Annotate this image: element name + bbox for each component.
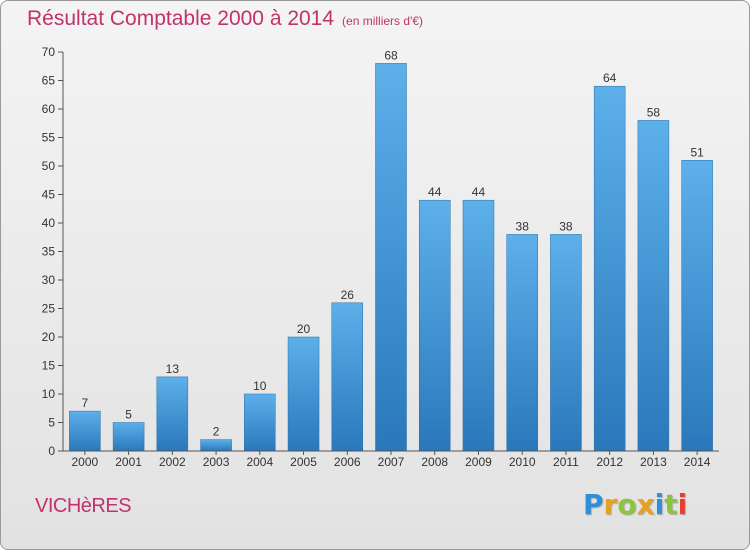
- y-tick-label: 25: [42, 302, 56, 316]
- bar-2001: [112, 422, 145, 452]
- bar-2000: [69, 410, 101, 452]
- bar-2013: [637, 120, 670, 452]
- value-label-2008: 44: [428, 185, 442, 199]
- bar-2012: [593, 85, 626, 452]
- logo-letter: r: [603, 488, 618, 521]
- value-label-2009: 44: [472, 185, 486, 199]
- y-tick-label: 50: [42, 159, 56, 173]
- x-tick-label-2002: 2002: [159, 455, 186, 469]
- y-tick-label: 20: [42, 330, 56, 344]
- y-tick-label: 0: [48, 444, 55, 458]
- value-label-2001: 5: [125, 408, 132, 422]
- x-tick-label-2010: 2010: [509, 455, 536, 469]
- bar-2010: [506, 234, 538, 452]
- value-label-2012: 64: [603, 71, 617, 85]
- value-label-2000: 7: [82, 396, 89, 410]
- value-label-2006: 26: [341, 288, 355, 302]
- x-tick-label-2011: 2011: [553, 455, 579, 469]
- commune-name: VICHèRES: [35, 495, 132, 517]
- bar-2003: [200, 439, 232, 452]
- y-tick-label: 45: [42, 188, 56, 202]
- logo-letter: P: [583, 488, 604, 521]
- bar-2014: [681, 160, 713, 452]
- logo-letter: i: [677, 488, 688, 521]
- x-tick-label-2012: 2012: [596, 455, 623, 469]
- bar-2005: [287, 336, 320, 452]
- value-label-2005: 20: [297, 322, 311, 336]
- y-tick-label: 30: [42, 273, 56, 287]
- x-tick-label-2005: 2005: [290, 455, 317, 469]
- x-tick-label-2008: 2008: [421, 455, 448, 469]
- y-tick-label: 5: [48, 416, 55, 430]
- y-tick-label: 65: [42, 74, 56, 88]
- x-tick-label-2014: 2014: [684, 455, 711, 469]
- chart-title: Résultat Comptable 2000 à 2014 (en millie…: [27, 7, 423, 31]
- value-label-2014: 51: [690, 145, 704, 159]
- y-tick-label: 40: [42, 216, 56, 230]
- bar-2009: [462, 199, 495, 452]
- y-tick-label: 70: [42, 45, 56, 59]
- x-tick-label-2006: 2006: [334, 455, 361, 469]
- y-tick-label: 55: [42, 131, 56, 145]
- value-label-2002: 13: [166, 362, 180, 376]
- x-tick-label-2004: 2004: [246, 455, 273, 469]
- logo-letter: i: [654, 488, 665, 521]
- proxiti-logo: Proxiti: [583, 488, 687, 521]
- bar-2002: [156, 376, 189, 452]
- logo-letter: o: [617, 488, 637, 521]
- value-label-2003: 2: [213, 425, 220, 439]
- bar-2011: [550, 234, 582, 452]
- chart-title-text: Résultat Comptable 2000 à 2014: [27, 7, 335, 30]
- chart-subtitle: (en milliers d'€): [342, 14, 424, 28]
- value-label-2007: 68: [384, 48, 398, 62]
- value-label-2011: 38: [559, 219, 573, 233]
- y-tick-label: 35: [42, 245, 56, 259]
- value-label-2013: 58: [647, 105, 661, 119]
- value-label-2010: 38: [516, 219, 530, 233]
- bar-2006: [331, 302, 364, 452]
- logo-letter: t: [664, 488, 678, 521]
- x-tick-label-2009: 2009: [465, 455, 492, 469]
- y-tick-label: 15: [42, 359, 56, 373]
- y-tick-label: 60: [42, 102, 56, 116]
- value-label-2004: 10: [253, 379, 267, 393]
- y-tick-label: 10: [42, 387, 56, 401]
- x-tick-label-2000: 2000: [72, 455, 99, 469]
- x-tick-label-2001: 2001: [115, 455, 142, 469]
- x-tick-label-2003: 2003: [203, 455, 230, 469]
- logo-letter: x: [636, 488, 655, 521]
- bar-2004: [244, 393, 276, 452]
- x-tick-label-2013: 2013: [640, 455, 667, 469]
- bar-2007: [375, 63, 407, 452]
- bar-2008: [418, 199, 451, 452]
- x-tick-label-2007: 2007: [378, 455, 405, 469]
